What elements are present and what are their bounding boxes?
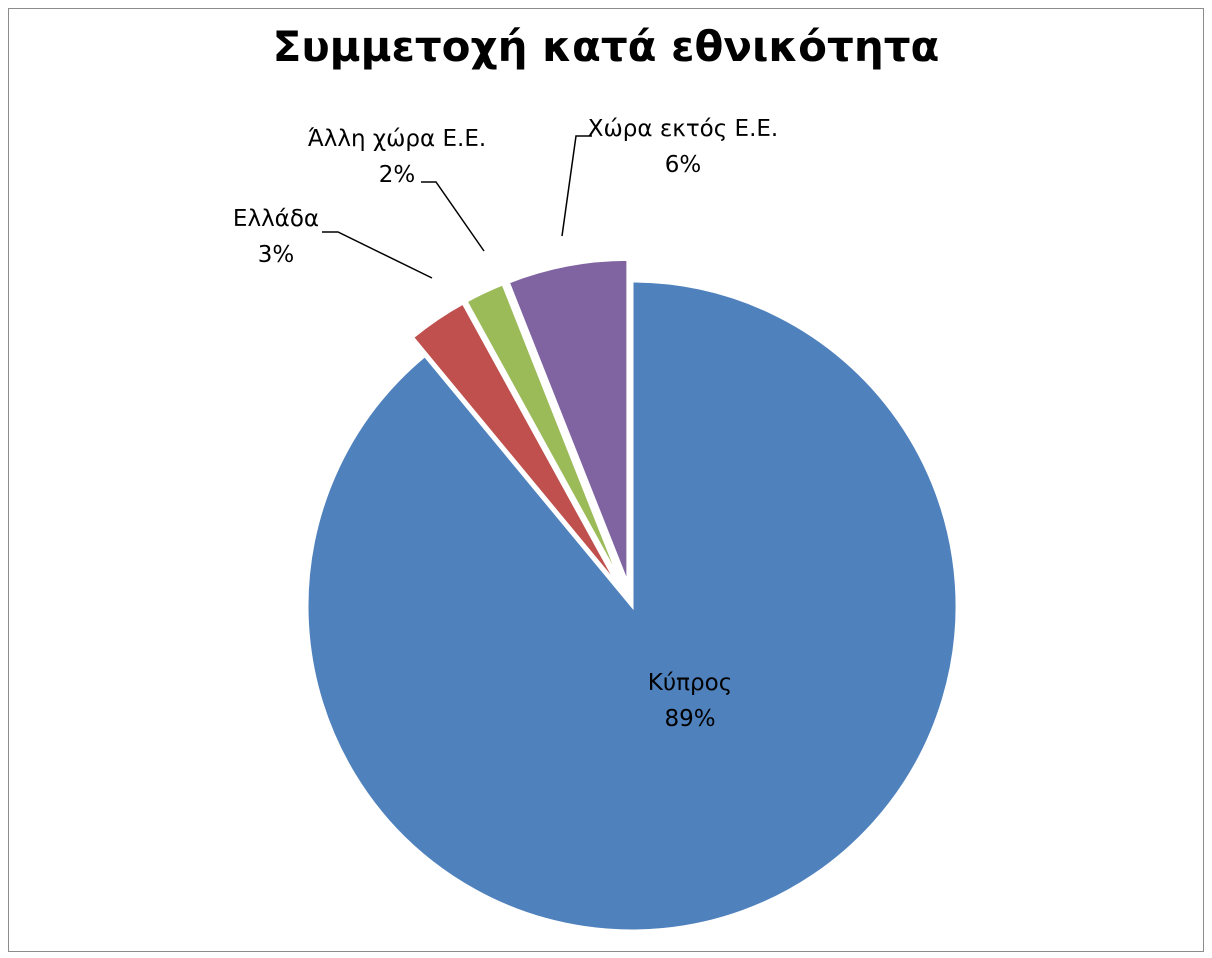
slice-label-4: Χώρα εκτός Ε.Ε. bbox=[588, 116, 779, 142]
slice-label-2: Ελλάδα bbox=[233, 206, 319, 232]
slice-label-1: Κύπρος bbox=[648, 670, 732, 696]
slice-percent-1: 89% bbox=[664, 706, 715, 732]
leader-line-4 bbox=[561, 135, 592, 237]
pie-slice-3 bbox=[464, 281, 625, 587]
slice-percent-2: 3% bbox=[258, 242, 295, 268]
pie-slice-4 bbox=[506, 257, 630, 585]
slice-percent-3: 2% bbox=[379, 162, 416, 188]
slice-percent-4: 6% bbox=[665, 152, 702, 178]
pie-slice-2 bbox=[410, 300, 621, 589]
pie-slice-1 bbox=[305, 279, 959, 933]
leader-line-2 bbox=[322, 231, 433, 279]
chart-title: Συμμετοχή κατά εθνικότητα bbox=[272, 22, 940, 71]
leader-line-3 bbox=[421, 181, 485, 252]
slice-label-3: Άλλη χώρα Ε.Ε. bbox=[308, 126, 486, 152]
